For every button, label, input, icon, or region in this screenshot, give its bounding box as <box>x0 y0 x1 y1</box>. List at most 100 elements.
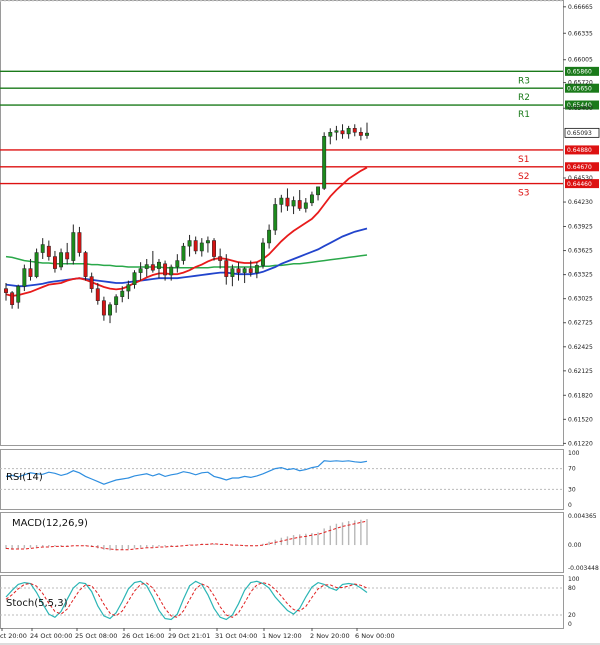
candle-up <box>187 240 192 247</box>
candle-down <box>218 256 223 261</box>
level-tag-r3 <box>565 66 599 76</box>
candle-up <box>303 202 308 209</box>
candle-up <box>126 284 131 292</box>
candle-up <box>175 260 180 268</box>
level-name-s2: S2 <box>518 172 529 182</box>
candle-down <box>150 264 155 271</box>
candle-up <box>114 296 119 305</box>
candle-down <box>212 240 216 257</box>
candle-up <box>279 197 284 205</box>
candle-up <box>267 229 272 244</box>
macd-tick-label: -0.003448 <box>568 565 599 572</box>
x-tick-label: 25 Oct 08:00 <box>75 632 117 640</box>
stoch-tick-label: 100 <box>568 576 580 583</box>
x-tick-label: 2 Nov 20:00 <box>310 632 350 640</box>
candle-down <box>352 128 357 133</box>
level-name-r1: R1 <box>518 110 530 120</box>
candle-up <box>59 252 64 268</box>
level-value-s2: 0.64670 <box>567 164 592 171</box>
candle-up <box>242 268 247 273</box>
candle-up <box>132 272 137 285</box>
candle-down <box>95 288 100 301</box>
candle-down <box>236 268 241 273</box>
candle-down <box>285 197 290 207</box>
candle-up <box>157 261 161 269</box>
price-tick-label: 0.64530 <box>568 175 593 182</box>
rsi-tick-label: 0 <box>568 502 572 509</box>
rsi-label: RSI(14) <box>6 472 43 483</box>
candle-up <box>334 130 339 133</box>
candle-up <box>108 304 112 316</box>
rsi-tick-label: 100 <box>568 450 580 457</box>
candle-up <box>71 232 76 261</box>
candle-down <box>83 252 88 277</box>
price-tick-label: 0.63925 <box>568 224 593 231</box>
level-tag-s1 <box>565 145 599 155</box>
price-tick-label: 0.66005 <box>568 57 593 64</box>
macd-panel-frame <box>0 512 564 573</box>
candle-down <box>163 263 168 276</box>
candle-up <box>16 285 21 303</box>
stoch-tick-label: 80 <box>568 585 576 592</box>
ma-green-line <box>5 254 368 269</box>
ma-blue-line <box>5 227 368 288</box>
macd-tick-label: 0.004365 <box>568 513 597 520</box>
price-tick-label: 0.61820 <box>568 392 593 399</box>
candle-up <box>205 240 210 244</box>
rsi-tick-label: 30 <box>568 486 576 493</box>
candle-up <box>273 204 278 231</box>
price-tick-label: 0.63625 <box>568 248 593 255</box>
rsi-line <box>5 460 368 485</box>
rsi-tick-label: 70 <box>568 466 576 473</box>
candle-down <box>65 252 70 260</box>
candle-down <box>101 300 106 316</box>
level-name-s1: S1 <box>518 155 529 165</box>
candle-up <box>169 266 174 276</box>
candle-up <box>34 252 39 277</box>
level-tag-r2 <box>565 83 599 93</box>
rsi-panel-frame <box>0 449 564 510</box>
price-tick-label: 0.63325 <box>568 272 593 279</box>
current-price-value: 0.65093 <box>567 130 592 137</box>
price-tick-label: 0.62425 <box>568 344 593 351</box>
level-value-r2: 0.65650 <box>567 85 592 92</box>
x-tick-label: 6 Nov 00:00 <box>355 632 395 640</box>
candle-down <box>28 268 33 277</box>
level-value-s3: 0.64460 <box>567 181 592 188</box>
price-tick-label: 0.62125 <box>568 368 593 375</box>
level-value-r3: 0.65860 <box>567 69 592 76</box>
candle-up <box>230 268 235 277</box>
ma-red-line <box>5 166 368 297</box>
macd-signal-line <box>5 520 368 551</box>
candle-up <box>22 268 27 287</box>
x-tick-label: 24 Oct 00:00 <box>30 632 72 640</box>
level-tag-s2 <box>565 162 599 172</box>
candle-down <box>46 245 51 257</box>
candle-up <box>138 268 143 273</box>
x-tick-label: ct 20:00 <box>0 632 27 640</box>
price-tick-label: 0.61220 <box>568 440 593 447</box>
level-name-s3: S3 <box>518 189 529 199</box>
stoch-label: Stoch(5,5,3) <box>6 598 68 609</box>
candle-up <box>346 128 351 135</box>
price-tick-label: 0.66335 <box>568 30 593 37</box>
candle-down <box>358 132 363 136</box>
candle-up <box>199 242 204 252</box>
price-tick-label: 0.65720 <box>568 80 593 87</box>
x-tick-label: 26 Oct 16:00 <box>122 632 164 640</box>
candle-up <box>144 264 149 269</box>
candle-down <box>224 260 229 277</box>
candle-up <box>261 242 265 266</box>
level-name-r2: R2 <box>518 93 530 103</box>
x-tick-label: 31 Oct 04:00 <box>215 632 257 640</box>
price-tick-label: 0.66665 <box>568 4 593 11</box>
candle-up <box>328 132 333 137</box>
x-tick-label: 29 Oct 21:01 <box>168 632 210 640</box>
stoch-tick-label: 20 <box>568 612 576 619</box>
candle-up <box>120 290 125 297</box>
candle-up <box>322 136 327 189</box>
price-tick-label: 0.63025 <box>568 296 593 303</box>
candle-down <box>340 130 345 135</box>
price-tick-label: 0.61520 <box>568 416 593 423</box>
stoch-tick-label: 0 <box>568 621 572 628</box>
